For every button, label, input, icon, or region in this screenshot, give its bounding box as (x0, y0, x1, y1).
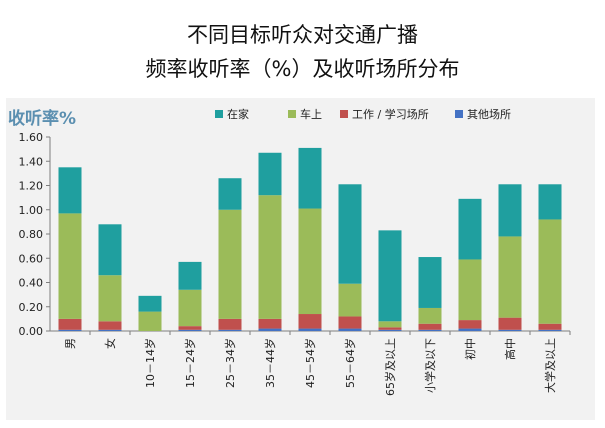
x-tick-label: 10－14岁 (143, 338, 157, 388)
legend-swatch (455, 110, 463, 118)
legend-label: 车上 (300, 107, 322, 121)
bar-segment (338, 283, 362, 317)
bar-segment (258, 195, 282, 319)
bar-segment (218, 318, 242, 330)
bar-segment (218, 329, 242, 331)
x-tick-label: 65岁及以上 (383, 338, 397, 396)
bar-segment (58, 213, 82, 319)
bar-segment (418, 257, 442, 308)
legend-swatch (215, 110, 223, 118)
bar-segment (258, 152, 282, 196)
bar-segment (98, 224, 122, 276)
bar-segment (178, 326, 202, 330)
legend-swatch (288, 110, 296, 118)
y-axis-label: 收听率% (8, 109, 77, 129)
chart-title-line-1: 不同目标听众对交通广播 (187, 23, 418, 47)
y-tick-label: 0.00 (19, 325, 44, 338)
x-tick-label: 男 (64, 338, 77, 349)
bar-segment (298, 328, 322, 331)
bar-segment (378, 321, 402, 328)
bar-segment (498, 329, 522, 331)
y-tick-label: 1.60 (19, 131, 44, 144)
bar-segment (258, 318, 282, 329)
bar-segment (178, 289, 202, 327)
bar-segment (498, 236, 522, 318)
y-tick-label: 1.40 (19, 155, 44, 168)
bar-segment (378, 230, 402, 322)
bar-segment (218, 178, 242, 210)
bar-segment (138, 311, 162, 331)
bar-segment (458, 328, 482, 331)
x-tick-label: 45－54岁 (303, 338, 317, 388)
x-tick-label: 大学及以上 (543, 338, 557, 393)
y-tick-label: 0.20 (19, 301, 44, 314)
y-tick-label: 1.20 (19, 180, 44, 193)
x-tick-label: 15－24岁 (183, 338, 197, 388)
bar-segment (338, 328, 362, 331)
y-tick-label: 0.40 (19, 277, 44, 290)
bar-segment (138, 295, 162, 312)
bar-segment (378, 329, 402, 331)
x-tick-label: 女 (103, 338, 117, 349)
bar-segment (498, 317, 522, 330)
bar-segment (298, 314, 322, 329)
x-tick-label: 高中 (503, 338, 517, 360)
bar-segment (98, 275, 122, 322)
bar-segment (298, 208, 322, 315)
bar-segment (98, 321, 122, 330)
x-tick-label: 55－64岁 (343, 338, 357, 388)
chart-title-line-2: 频率收听率（%）及收听场所分布 (145, 57, 460, 81)
bar-segment (538, 184, 562, 220)
bar-segment (458, 198, 482, 260)
bar-segment (458, 259, 482, 321)
x-tick-label: 35－44岁 (263, 338, 277, 388)
bar-segment (218, 209, 242, 319)
bar-segment (378, 327, 402, 330)
bar-segment (338, 184, 362, 284)
x-tick-label: 初中 (463, 338, 477, 360)
legend-label: 在家 (227, 107, 249, 121)
bar-segment (498, 184, 522, 237)
bar-segment (98, 329, 122, 331)
legend-label: 工作 / 学习场所 (352, 107, 429, 121)
bar-segment (178, 329, 202, 331)
bar-segment (538, 323, 562, 330)
bar-segment (178, 261, 202, 290)
bar-segment (58, 318, 82, 330)
bar-segment (338, 316, 362, 329)
bar-segment (58, 167, 82, 214)
y-tick-label: 0.80 (19, 228, 44, 241)
legend-label: 其他场所 (467, 107, 511, 121)
y-tick-label: 0.60 (19, 252, 44, 265)
bar-segment (538, 219, 562, 324)
legend-swatch (340, 110, 348, 118)
bar-segment (418, 323, 442, 330)
x-tick-label: 小学及以下 (423, 338, 437, 393)
bar-segment (538, 329, 562, 331)
bar-segment (458, 320, 482, 329)
y-tick-label: 1.00 (19, 204, 44, 217)
bar-segment (58, 329, 82, 331)
bar-segment (418, 307, 442, 324)
x-tick-label: 25－34岁 (223, 338, 237, 388)
bar-segment (258, 328, 282, 331)
bar-segment (298, 147, 322, 209)
bar-segment (418, 329, 442, 331)
